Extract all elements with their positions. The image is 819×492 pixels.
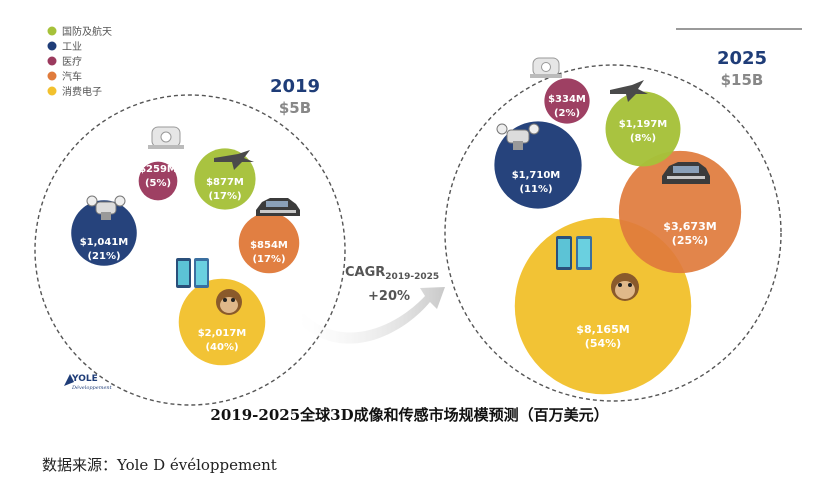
share-label-2025-0: (8%) — [630, 133, 656, 144]
legend-label: 汽车 — [62, 70, 82, 83]
legend-dot — [47, 56, 57, 66]
figure-caption: 2019-2025全球3D成像和传感市场规模预测（百万美元） — [210, 406, 609, 424]
legend-dot — [47, 71, 57, 81]
value-label-2025-0: $1,197M — [619, 119, 668, 130]
outline-2019 — [34, 94, 346, 406]
legend-label: 工业 — [62, 41, 82, 53]
bubbles: $877M (17%) $1,041M (21%) $259M (5%) $854M (17%… — [71, 78, 742, 395]
share-label-2019-1: (21%) — [87, 251, 120, 262]
legend-dot — [47, 26, 57, 36]
value-label-2019-2: $259M — [139, 164, 177, 175]
bubble-2019-3 — [238, 212, 300, 274]
cagr-label: CAGR2019-2025 — [345, 265, 439, 282]
legend-label: 消费电子 — [62, 85, 102, 98]
share-label-2025-3: (25%) — [672, 234, 708, 247]
source-note: 数据来源：Yole D évéloppement — [42, 456, 277, 474]
smartphones-icon-2025 — [556, 236, 592, 270]
year-2019: 2019 — [270, 76, 320, 97]
fighter-jet-icon-2025 — [610, 80, 648, 102]
bubble-2019-4 — [178, 278, 266, 366]
outline-2025 — [444, 64, 782, 402]
yole-logo: YOLE Développement — [64, 374, 113, 391]
value-label-2019-4: $2,017M — [198, 328, 247, 339]
smartphones-icon — [176, 258, 209, 288]
value-label-2025-1: $1,710M — [512, 170, 561, 181]
legend-dot — [47, 41, 57, 51]
legend-dot — [47, 86, 57, 96]
bubble-2019-2 — [138, 161, 178, 201]
logo-subtext: Développement — [71, 384, 113, 391]
share-label-2019-2: (5%) — [145, 178, 171, 189]
bubble-2025-0 — [605, 91, 681, 167]
value-label-2019-0: $877M — [206, 177, 244, 188]
total-2019: $5B — [279, 99, 311, 117]
legend-label: 医疗 — [62, 55, 82, 68]
car-icon — [256, 198, 300, 216]
medical-scanner-icon-2025 — [530, 57, 562, 78]
medical-scanner-icon — [148, 126, 184, 149]
legend-label: 国防及航天 — [62, 25, 112, 38]
share-label-2025-1: (11%) — [519, 184, 552, 195]
share-label-2019-0: (17%) — [208, 191, 241, 202]
share-label-2025-4: (54%) — [585, 337, 621, 350]
year-2025: 2025 — [717, 48, 767, 69]
share-label-2019-4: (40%) — [205, 342, 238, 353]
car-icon-2025 — [662, 162, 710, 184]
bubble-2019-1 — [71, 200, 137, 266]
drone-icon-2025 — [496, 123, 540, 150]
cagr-arrow — [298, 287, 445, 344]
logo-text: YOLE — [71, 374, 98, 384]
value-label-2025-4: $8,165M — [576, 323, 629, 336]
share-label-2019-3: (17%) — [252, 254, 285, 265]
drone-icon — [86, 195, 126, 220]
value-label-2019-1: $1,041M — [80, 237, 129, 248]
cagr-value: +20% — [368, 289, 410, 304]
value-label-2025-2: $334M — [548, 94, 586, 105]
bubble-2025-2 — [544, 78, 590, 124]
monkey-emoji-icon-2025 — [611, 273, 639, 301]
bubble-2025-3 — [618, 150, 742, 274]
fighter-jet-icon — [214, 150, 254, 170]
total-2025: $15B — [721, 71, 764, 89]
value-label-2019-3: $854M — [250, 240, 288, 251]
value-label-2025-3: $3,673M — [663, 220, 716, 233]
share-label-2025-2: (2%) — [554, 108, 580, 119]
monkey-emoji-icon — [216, 289, 242, 315]
